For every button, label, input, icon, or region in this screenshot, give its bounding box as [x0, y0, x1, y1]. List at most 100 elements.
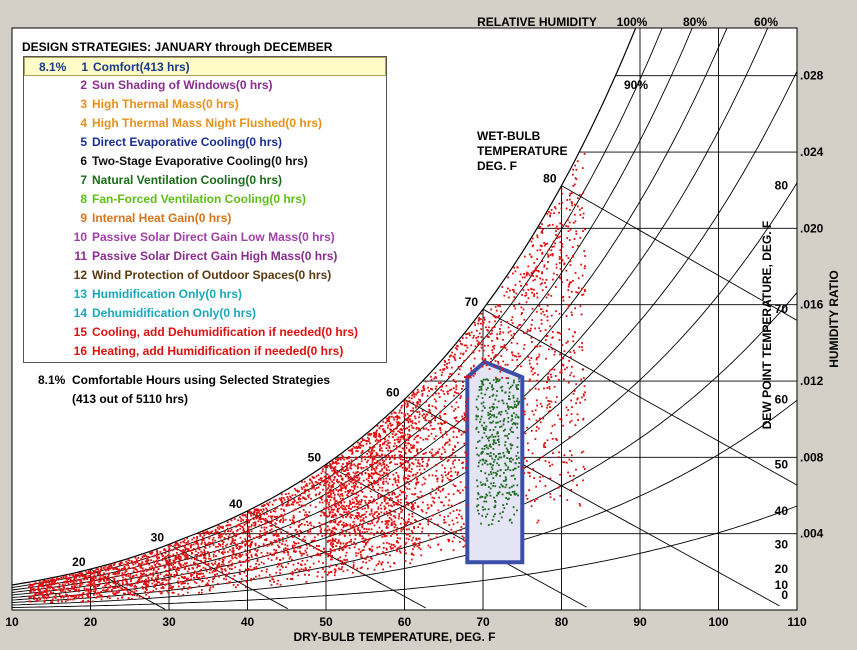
hour-point — [399, 545, 402, 548]
hour-point — [181, 576, 184, 578]
hour-point — [183, 554, 186, 557]
hour-point — [452, 449, 455, 451]
hour-point — [240, 578, 243, 580]
hour-point — [401, 436, 404, 439]
hour-point — [36, 598, 39, 601]
hour-point — [366, 504, 369, 507]
hour-point — [162, 587, 165, 589]
hour-point — [350, 538, 352, 541]
hour-point — [370, 528, 373, 531]
hour-point — [481, 365, 484, 368]
comfort-point — [487, 447, 490, 450]
hour-point — [244, 568, 247, 571]
hour-point — [259, 534, 261, 537]
hour-point — [397, 441, 400, 443]
hour-point — [198, 591, 200, 594]
hour-point — [445, 365, 448, 368]
hour-point — [539, 345, 541, 348]
hour-point — [334, 521, 337, 524]
hour-point — [356, 567, 359, 570]
hour-point — [129, 576, 131, 579]
hour-point — [318, 549, 320, 551]
hour-point — [358, 503, 361, 506]
hour-point — [41, 593, 44, 596]
hour-point — [393, 439, 396, 441]
hour-point — [353, 546, 356, 549]
hour-point — [341, 477, 344, 480]
hour-point — [112, 573, 115, 575]
hour-point — [420, 508, 423, 511]
hour-point — [221, 540, 224, 543]
hour-point — [274, 510, 277, 513]
hour-point — [255, 509, 258, 512]
hour-point — [546, 439, 549, 442]
hour-point — [382, 463, 385, 466]
hour-point — [351, 506, 354, 508]
hour-point — [129, 593, 132, 596]
hour-point — [389, 565, 392, 568]
comfort-point — [507, 408, 510, 410]
hour-point — [349, 515, 351, 518]
hour-point — [410, 522, 412, 524]
hour-point — [122, 589, 125, 591]
hour-point — [156, 580, 159, 583]
hour-point — [387, 561, 389, 564]
hour-point — [99, 582, 102, 585]
hour-point — [448, 499, 451, 502]
hour-point — [337, 567, 340, 570]
hour-point — [569, 209, 571, 211]
hour-point — [393, 562, 396, 565]
hour-point — [168, 571, 170, 573]
hour-point — [558, 451, 560, 454]
comfort-point — [493, 439, 496, 442]
hour-point — [346, 457, 348, 460]
hour-point — [215, 546, 217, 548]
hour-point — [534, 500, 536, 502]
hour-point — [134, 562, 137, 565]
hour-point — [337, 490, 340, 493]
hour-point — [544, 446, 547, 448]
hour-point — [159, 583, 162, 586]
hour-point — [561, 281, 563, 284]
hour-point — [453, 409, 455, 412]
hour-point — [541, 232, 544, 234]
hour-point — [412, 508, 414, 511]
hour-point — [51, 577, 54, 580]
hour-point — [377, 440, 380, 443]
hour-point — [465, 344, 468, 347]
hour-point — [387, 419, 390, 421]
hour-point — [35, 592, 38, 595]
hour-point — [341, 566, 343, 568]
hour-point — [576, 484, 578, 486]
comfort-point — [517, 451, 519, 454]
hour-point — [301, 539, 303, 542]
hour-point — [344, 506, 347, 509]
hour-point — [84, 570, 87, 573]
hour-point — [370, 532, 372, 535]
hour-point — [235, 586, 237, 589]
hour-point — [186, 591, 189, 594]
hour-point — [324, 527, 327, 530]
hour-point — [544, 329, 547, 331]
hour-point — [75, 583, 78, 586]
hour-point — [256, 511, 258, 514]
hour-point — [384, 431, 387, 434]
hour-point — [394, 454, 396, 457]
hour-point — [466, 504, 469, 506]
hour-point — [252, 517, 255, 519]
hour-point — [165, 574, 167, 577]
hour-point — [53, 596, 56, 599]
hour-point — [57, 598, 60, 601]
comfort-point — [483, 448, 486, 450]
hour-point — [449, 478, 452, 481]
hour-point — [348, 460, 350, 463]
hour-point — [174, 566, 176, 568]
comfort-point — [506, 450, 509, 453]
comfort-point — [498, 486, 501, 489]
hour-point — [359, 503, 362, 506]
hour-point — [461, 343, 464, 346]
hour-point — [458, 509, 461, 512]
hour-point — [156, 550, 158, 553]
hour-point — [401, 429, 404, 431]
hour-point — [450, 528, 453, 531]
